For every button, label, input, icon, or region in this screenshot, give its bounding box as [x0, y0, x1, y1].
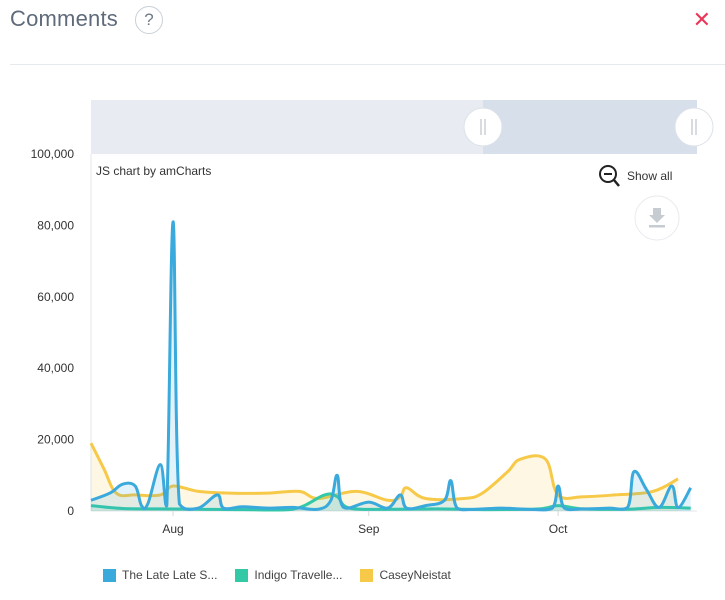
- y-tick-label: 20,000: [37, 433, 74, 447]
- chart-legend: The Late Late S... Indigo Travelle... Ca…: [103, 568, 469, 582]
- y-tick-label: 0: [67, 504, 74, 518]
- legend-swatch: [235, 568, 249, 582]
- y-tick-label: 80,000: [37, 218, 74, 232]
- x-tick-label: Oct: [549, 522, 568, 536]
- legend-swatch: [360, 568, 374, 582]
- show-all-label: Show all: [627, 169, 672, 183]
- x-axis: Aug Sep Oct: [91, 510, 697, 536]
- scrollbar-grip-left[interactable]: [463, 107, 503, 147]
- close-icon[interactable]: ✕: [692, 7, 711, 32]
- y-axis: 0 20,000 40,000 60,000 80,000 100,000: [31, 147, 92, 518]
- legend-label: CaseyNeistat: [379, 568, 451, 582]
- series-line: [90, 220, 692, 512]
- legend-item-series-3[interactable]: CaseyNeistat: [360, 568, 451, 582]
- zoom-out-icon: [599, 165, 620, 187]
- chart-scrollbar[interactable]: [91, 100, 714, 154]
- x-tick-label: Aug: [162, 522, 183, 536]
- series-area: [91, 221, 691, 511]
- question-mark-icon[interactable]: ?: [135, 6, 163, 34]
- download-icon: [649, 208, 665, 228]
- y-tick-label: 100,000: [31, 147, 75, 161]
- series-layer: [89, 220, 692, 512]
- y-tick-label: 60,000: [37, 290, 74, 304]
- legend-swatch: [103, 568, 116, 582]
- legend-item-series-1[interactable]: The Late Late S...: [103, 568, 217, 582]
- x-tick-label: Sep: [358, 522, 380, 536]
- export-button[interactable]: [634, 195, 680, 241]
- legend-label: The Late Late S...: [122, 568, 218, 582]
- chart-credit[interactable]: JS chart by amCharts: [96, 164, 211, 178]
- scrollbar-thumb[interactable]: [483, 100, 697, 154]
- y-tick-label: 40,000: [37, 361, 74, 375]
- scrollbar-grip-right[interactable]: [674, 107, 714, 147]
- series-1: [90, 220, 692, 512]
- panel-title: Comments: [10, 6, 118, 31]
- panel-header: Comments ? ✕: [0, 0, 725, 64]
- legend-label: Indigo Travelle...: [254, 568, 343, 582]
- header-divider: [10, 64, 725, 65]
- show-all-button[interactable]: Show all: [599, 165, 672, 187]
- legend-item-series-2[interactable]: Indigo Travelle...: [235, 568, 342, 582]
